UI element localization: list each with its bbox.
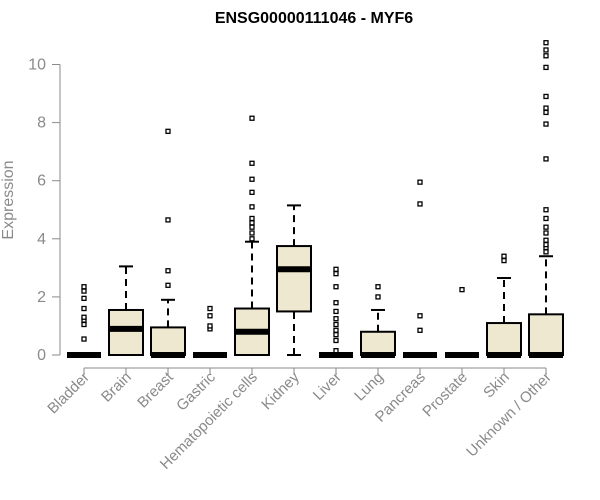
- outlier-point: [249, 115, 255, 121]
- x-tick-label: Kidney: [258, 368, 303, 413]
- outlier-point: [543, 105, 549, 111]
- box-kidney: [276, 204, 312, 356]
- x-tick-label: Skin: [480, 369, 513, 402]
- outlier-point: [543, 64, 549, 71]
- outlier-point: [207, 305, 213, 312]
- outlier-point: [375, 294, 381, 300]
- box-hematopoietic-cells: [234, 115, 270, 356]
- outlier-point: [333, 327, 339, 333]
- box-lung: [360, 284, 396, 358]
- box-iqr: [528, 313, 564, 356]
- box-unknown-other: [528, 40, 564, 358]
- outlier-point: [417, 313, 423, 319]
- outlier-point: [333, 337, 339, 344]
- box-brain: [108, 265, 144, 357]
- box-gastric: [193, 305, 227, 358]
- outlier-point: [333, 332, 339, 338]
- x-tick-label: Breast: [134, 368, 177, 411]
- outlier-point: [165, 128, 171, 134]
- x-tick-label: Bladder: [44, 369, 93, 418]
- outlier-point: [333, 347, 339, 354]
- box-liver: [319, 266, 353, 358]
- outlier-point: [165, 268, 171, 274]
- outlier-point: [249, 224, 255, 230]
- y-tick-label: 2: [37, 289, 46, 306]
- outlier-point: [249, 215, 255, 222]
- outlier-point: [543, 40, 549, 46]
- box-prostate: [445, 286, 479, 358]
- outlier-point: [249, 204, 255, 210]
- y-tick-label: 0: [37, 347, 46, 364]
- outlier-point: [417, 201, 423, 207]
- outlier-point: [333, 308, 339, 315]
- y-axis: 0 2 4 6 8 10: [28, 57, 61, 364]
- x-tick-label: Liver: [310, 369, 345, 404]
- box-series: [67, 40, 564, 358]
- y-tick-label: 4: [37, 231, 46, 248]
- outlier-point: [375, 284, 381, 290]
- outlier-point: [543, 53, 549, 59]
- outlier-point: [543, 215, 549, 222]
- outlier-point: [81, 305, 87, 312]
- box-iqr: [360, 330, 396, 357]
- outlier-point: [81, 336, 87, 342]
- outlier-point: [501, 253, 507, 259]
- box-bladder: [67, 284, 101, 358]
- outlier-point: [543, 93, 549, 100]
- outlier-point: [81, 314, 87, 320]
- outlier-point: [81, 321, 87, 328]
- box-iqr: [108, 308, 144, 357]
- y-axis-label: Expression: [0, 160, 17, 239]
- outlier-point: [543, 224, 549, 230]
- outlier-point: [249, 230, 255, 236]
- outlier-point: [81, 288, 87, 294]
- outlier-point: [459, 286, 465, 293]
- y-tick-label: 8: [37, 115, 46, 132]
- outlier-point: [165, 217, 171, 223]
- outlier-point: [543, 109, 549, 116]
- outlier-point: [543, 249, 549, 255]
- outlier-point: [333, 321, 339, 328]
- outlier-point: [543, 121, 549, 127]
- outlier-point: [249, 160, 255, 166]
- box-breast: [150, 128, 186, 358]
- outlier-point: [333, 271, 339, 277]
- x-tick-label: Lung: [351, 369, 387, 405]
- outlier-point: [249, 220, 255, 226]
- outlier-point: [333, 284, 339, 290]
- box-pancreas: [403, 179, 437, 358]
- outlier-point: [249, 189, 255, 195]
- outlier-point: [249, 236, 255, 242]
- outlier-point: [543, 47, 549, 53]
- x-tick-label: Brain: [98, 369, 135, 406]
- x-tick-label: Prostate: [419, 369, 471, 421]
- outlier-point: [81, 295, 87, 302]
- outlier-point: [207, 323, 213, 329]
- outlier-point: [543, 156, 549, 162]
- outlier-point: [333, 316, 339, 322]
- outlier-point: [543, 237, 549, 243]
- outlier-point: [417, 179, 423, 185]
- outlier-point: [207, 313, 213, 319]
- outlier-point: [333, 300, 339, 306]
- outlier-point: [543, 230, 549, 236]
- box-skin: [486, 253, 522, 358]
- outlier-point: [543, 241, 549, 248]
- outlier-point: [543, 207, 549, 213]
- box-iqr: [150, 326, 186, 356]
- box-iqr: [486, 322, 522, 357]
- outlier-point: [333, 266, 339, 272]
- y-tick-label: 10: [28, 57, 46, 74]
- outlier-point: [249, 176, 255, 182]
- y-tick-label: 6: [37, 173, 46, 190]
- outlier-point: [417, 327, 423, 333]
- chart-title: ENSG00000111046 - MYF6: [215, 10, 413, 27]
- box-iqr: [276, 245, 312, 313]
- outlier-point: [81, 284, 87, 290]
- outlier-point: [165, 282, 171, 288]
- outlier-point: [501, 257, 507, 264]
